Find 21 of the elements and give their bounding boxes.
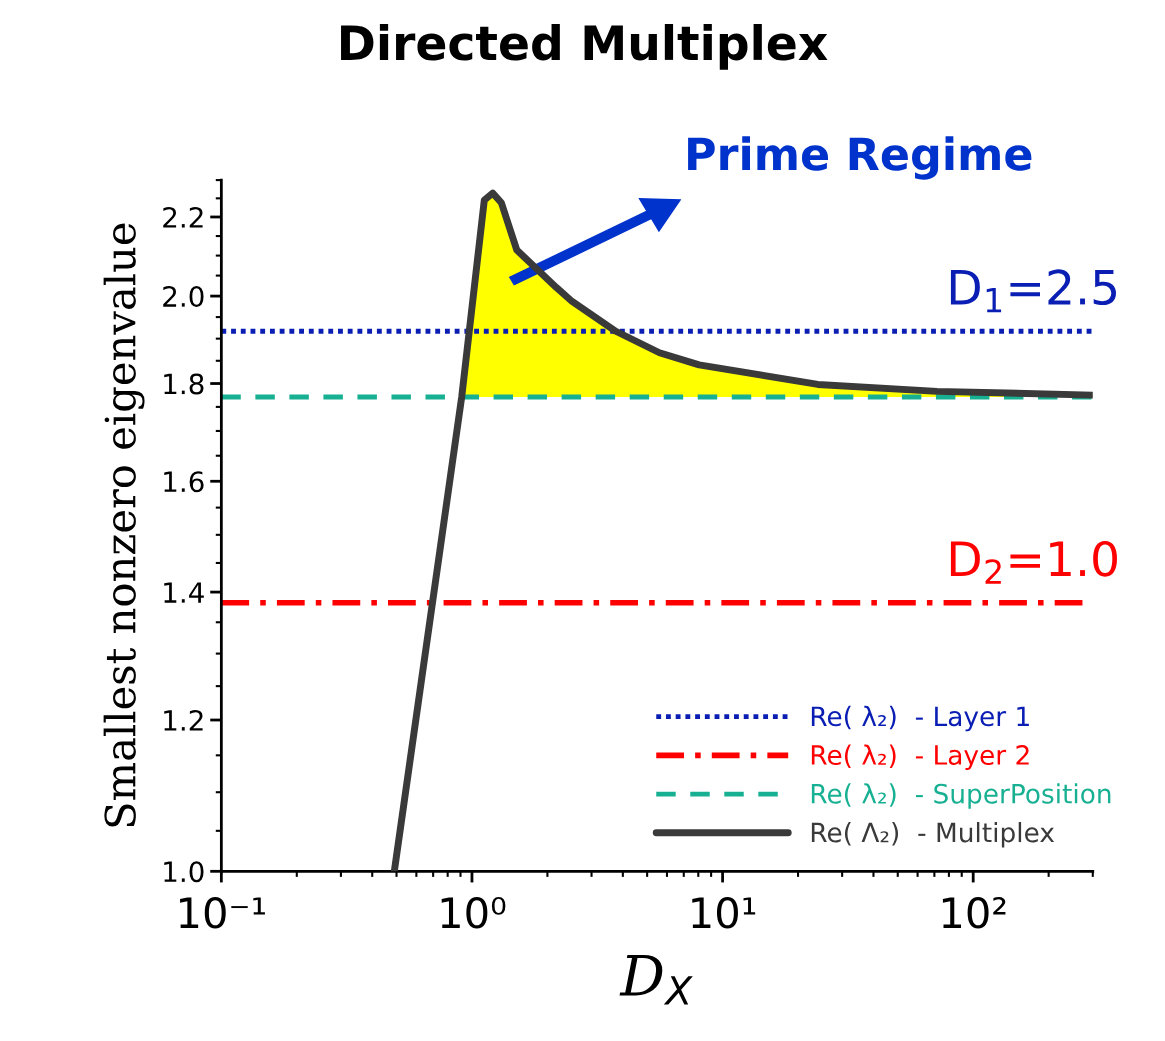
y-tick-label: 2.0 bbox=[163, 286, 204, 308]
annotation: D$_{1}$=2.5 bbox=[950, 269, 1116, 313]
annotation: D$_{2}$=1.0 bbox=[950, 540, 1117, 584]
y-axis-title: Smallest nonzero eigenvalue bbox=[103, 223, 145, 827]
x-tick-label: 10² bbox=[942, 897, 1006, 929]
y-tick-label: 1.8 bbox=[164, 373, 204, 395]
legend-label: Re( λ₂) - SuperPosition bbox=[811, 783, 1111, 809]
chart-title: Directed Multiplex bbox=[341, 23, 828, 70]
legend-label: Re( λ₂) - Layer 2 bbox=[811, 744, 1029, 771]
x-tick-label: 10⁰ bbox=[441, 897, 506, 929]
y-tick-label: 1.2 bbox=[164, 709, 203, 731]
legend-label: Re( Λ₂) - Multiplex bbox=[811, 822, 1055, 848]
x-tick-label: 10¹ bbox=[692, 897, 756, 929]
x-axis-title: D$_{X}$ bbox=[619, 954, 693, 1005]
y-tick-label: 1.0 bbox=[164, 861, 204, 883]
x-tick-label: 10⁻¹ bbox=[180, 897, 265, 929]
y-tick-label: 1.4 bbox=[164, 582, 204, 603]
y-tick-label: 2.2 bbox=[163, 206, 203, 228]
text: Prime Regime bbox=[688, 136, 1032, 180]
legend-label: Re( λ₂) - Layer 1 bbox=[811, 705, 1029, 732]
y-tick-label: 1.6 bbox=[164, 471, 204, 493]
